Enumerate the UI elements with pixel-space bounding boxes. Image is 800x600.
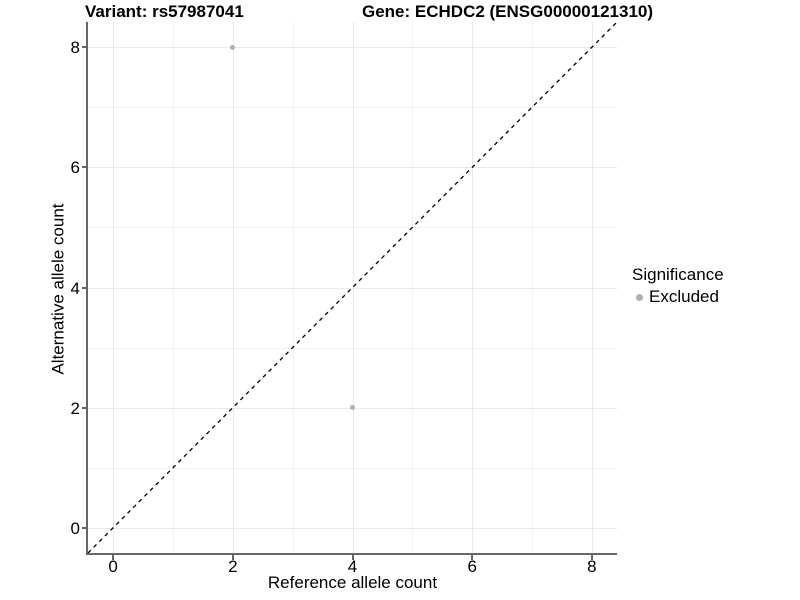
legend-item: Excluded bbox=[632, 288, 724, 306]
legend-item-label: Excluded bbox=[649, 287, 719, 306]
y-tick-label: 4 bbox=[70, 278, 80, 298]
x-axis-title: Reference allele count bbox=[267, 573, 438, 592]
x-tick-mark bbox=[471, 555, 474, 560]
x-tick-mark bbox=[231, 555, 234, 560]
identity-dashed-line bbox=[88, 22, 617, 553]
gridline bbox=[233, 22, 234, 553]
x-tick-label: 2 bbox=[228, 557, 238, 576]
gridline bbox=[88, 227, 617, 228]
y-tick-mark bbox=[82, 286, 87, 289]
gene-title: Gene: ECHDC2 (ENSG00000121310) bbox=[362, 2, 654, 21]
y-tick-label: 8 bbox=[70, 38, 80, 58]
gridline bbox=[88, 47, 617, 48]
gridline bbox=[88, 348, 617, 349]
gridline bbox=[88, 468, 617, 469]
data-point bbox=[230, 44, 236, 50]
x-tick-label: 6 bbox=[467, 557, 477, 576]
gridline bbox=[472, 22, 473, 553]
x-tick-label: 0 bbox=[108, 557, 118, 576]
data-point bbox=[350, 405, 355, 411]
gridline bbox=[113, 22, 114, 553]
y-tick-label: 0 bbox=[70, 518, 80, 538]
x-tick-mark bbox=[351, 555, 354, 560]
y-tick-mark bbox=[82, 526, 87, 529]
variant-title: Variant: rs57987041 bbox=[85, 2, 244, 21]
y-axis-line bbox=[86, 22, 88, 555]
y-tick-mark bbox=[82, 406, 87, 409]
x-tick-label: 8 bbox=[587, 557, 597, 576]
gridline bbox=[88, 288, 617, 289]
x-tick-mark bbox=[590, 555, 593, 560]
y-axis-title: Alternative allele count bbox=[48, 203, 68, 375]
gridline bbox=[532, 22, 533, 553]
x-axis-line bbox=[86, 553, 617, 555]
x-tick-mark bbox=[112, 555, 115, 560]
y-tick-label: 6 bbox=[70, 158, 80, 178]
gridline bbox=[88, 107, 617, 108]
legend: Significance Excluded bbox=[632, 265, 724, 306]
legend-key-dot-icon bbox=[636, 293, 643, 301]
y-tick-mark bbox=[82, 46, 87, 49]
legend-items: Excluded bbox=[632, 288, 724, 306]
gridline bbox=[412, 22, 413, 553]
x-tick-label: 4 bbox=[347, 557, 358, 576]
gridline bbox=[592, 22, 593, 553]
y-tick-mark bbox=[82, 166, 87, 169]
gridline bbox=[353, 22, 354, 553]
gridline bbox=[88, 528, 617, 529]
gridline bbox=[88, 167, 617, 168]
y-tick-label: 2 bbox=[70, 398, 80, 418]
gridline bbox=[293, 22, 294, 553]
gridline bbox=[173, 22, 174, 553]
plot-panel bbox=[88, 22, 617, 553]
legend-title: Significance bbox=[632, 265, 724, 284]
